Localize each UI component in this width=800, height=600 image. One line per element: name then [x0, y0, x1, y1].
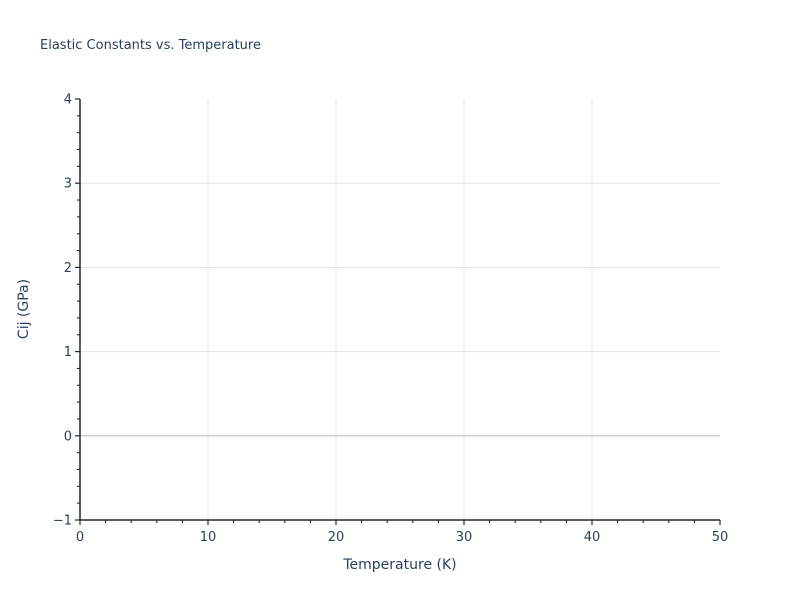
x-tick-label: 50: [712, 530, 729, 545]
x-tick-label: 20: [328, 530, 345, 545]
y-tick-label: 0: [64, 429, 72, 444]
chart-title: Elastic Constants vs. Temperature: [40, 38, 261, 53]
plot-area[interactable]: [80, 99, 720, 520]
y-tick-label: 3: [64, 177, 72, 192]
y-tick-label: −1: [53, 514, 72, 529]
plot-layer: 0 10 20 30 40 50 −1 0 1 2 3 4: [53, 93, 728, 546]
y-tick-label: 4: [64, 93, 72, 108]
x-axis-title: Temperature (K): [342, 557, 456, 573]
y-tick-label: 1: [64, 345, 72, 360]
x-tick-label: 30: [456, 530, 473, 545]
x-tick-label: 0: [76, 530, 84, 545]
x-tick-label: 10: [200, 530, 217, 545]
y-axis-title: Cij (GPa): [16, 279, 32, 339]
y-tick-label: 2: [64, 261, 72, 276]
x-tick-label: 40: [584, 530, 601, 545]
